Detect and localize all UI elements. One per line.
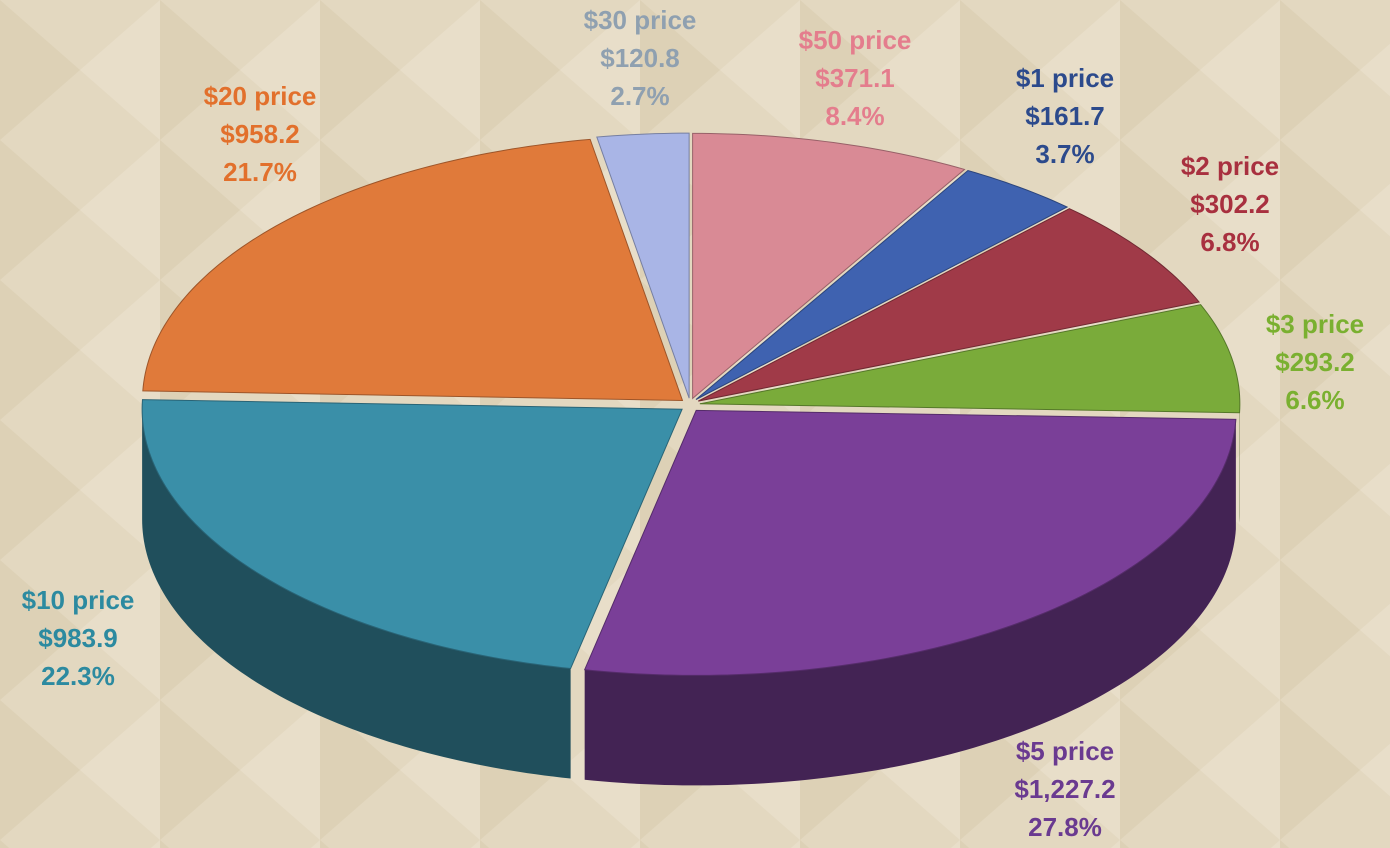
label-name: $10 price [22,585,135,615]
slice [141,399,683,670]
label-share: 27.8% [1028,812,1102,842]
label-value: $161.7 [1025,101,1105,131]
label-name: $50 price [799,25,912,55]
label-value: $371.1 [815,63,895,93]
label-share: 8.4% [825,101,884,131]
label-name: $3 price [1266,309,1364,339]
slice [695,169,1069,400]
slice [698,208,1200,402]
slice [596,132,690,399]
label-value: $120.8 [600,43,680,73]
label-share: 6.8% [1200,227,1259,257]
label-value: $293.2 [1275,347,1355,377]
label-value: $958.2 [220,119,300,149]
label-value: $302.2 [1190,189,1270,219]
label-share: 3.7% [1035,139,1094,169]
label-name: $5 price [1016,736,1114,766]
label-share: 21.7% [223,157,297,187]
label-value: $983.9 [38,623,118,653]
slice [142,138,684,401]
slice-side [142,409,571,779]
label-share: 22.3% [41,661,115,691]
label-name: $1 price [1016,63,1114,93]
label-share: 2.7% [610,81,669,111]
label-share: 6.6% [1285,385,1344,415]
slice [583,409,1237,676]
label-name: $30 price [584,5,697,35]
slice-side [584,419,1236,786]
label-name: $2 price [1181,151,1279,181]
label-name: $20 price [204,81,317,111]
slice [692,132,966,400]
slice [699,304,1241,414]
label-value: $1,227.2 [1014,774,1115,804]
